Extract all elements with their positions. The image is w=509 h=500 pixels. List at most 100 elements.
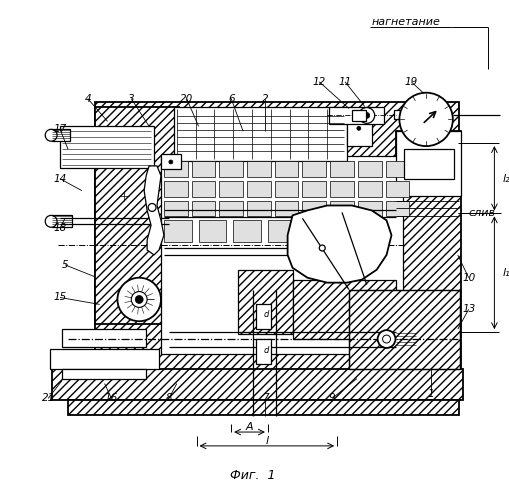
Text: 17: 17	[53, 124, 67, 134]
Text: 6: 6	[228, 94, 234, 104]
Bar	[357, 180, 381, 196]
Text: A: A	[245, 422, 253, 432]
Text: 13: 13	[461, 304, 474, 314]
Bar	[161, 156, 403, 354]
Bar	[163, 220, 191, 242]
Circle shape	[117, 278, 161, 321]
Bar	[95, 106, 179, 324]
Bar	[95, 102, 458, 394]
Text: слив: слив	[468, 208, 495, 218]
Bar	[395, 132, 460, 196]
Circle shape	[319, 245, 325, 251]
Bar	[219, 200, 243, 216]
Circle shape	[377, 330, 394, 348]
Bar	[274, 161, 298, 177]
Polygon shape	[144, 166, 163, 255]
Text: 19: 19	[404, 77, 417, 87]
Text: 9: 9	[328, 394, 335, 404]
Bar	[60, 126, 154, 168]
Text: 12: 12	[312, 77, 325, 87]
Bar	[267, 220, 295, 242]
Bar	[348, 290, 459, 368]
Text: d: d	[263, 346, 268, 356]
Bar	[385, 180, 409, 196]
Text: l: l	[265, 436, 268, 446]
Bar	[395, 132, 460, 384]
Bar	[219, 180, 243, 196]
Bar	[163, 180, 187, 196]
Text: 10: 10	[461, 272, 474, 282]
Text: 11: 11	[337, 77, 351, 87]
Bar	[52, 130, 70, 141]
Text: Фиг.  1: Фиг. 1	[230, 469, 275, 482]
Bar	[191, 161, 215, 177]
Bar	[198, 220, 226, 242]
Bar	[219, 161, 243, 177]
Text: 14: 14	[53, 174, 67, 184]
Bar	[238, 270, 292, 334]
Text: 3: 3	[128, 94, 134, 104]
Bar	[174, 106, 346, 161]
Bar	[52, 216, 72, 227]
Text: 5: 5	[62, 260, 68, 270]
Bar	[329, 161, 353, 177]
Bar	[292, 280, 395, 339]
Circle shape	[148, 204, 156, 212]
Bar	[52, 368, 462, 400]
Bar	[302, 200, 326, 216]
Circle shape	[45, 216, 57, 227]
Bar	[357, 161, 381, 177]
Bar	[191, 200, 215, 216]
Bar	[50, 349, 159, 368]
Bar	[328, 106, 383, 124]
Bar	[302, 220, 329, 242]
Bar	[393, 110, 421, 120]
Circle shape	[131, 292, 147, 308]
Bar	[385, 200, 409, 216]
Bar	[274, 200, 298, 216]
Circle shape	[399, 92, 452, 146]
Bar	[246, 200, 270, 216]
Circle shape	[356, 126, 360, 130]
Text: l₂: l₂	[501, 174, 509, 184]
Text: l₁: l₁	[501, 268, 509, 278]
Text: d: d	[263, 310, 268, 319]
Circle shape	[168, 160, 173, 164]
Bar	[246, 161, 270, 177]
Bar	[329, 200, 353, 216]
Bar	[329, 180, 353, 196]
Bar	[346, 112, 371, 146]
Text: 21: 21	[41, 394, 54, 404]
Bar	[68, 400, 458, 415]
Text: 18: 18	[53, 223, 67, 233]
Bar	[274, 180, 298, 196]
Circle shape	[45, 130, 57, 141]
Bar	[191, 180, 215, 196]
Bar	[385, 161, 409, 177]
Circle shape	[135, 296, 143, 304]
Polygon shape	[287, 206, 391, 282]
Text: 16: 16	[105, 394, 118, 404]
Bar	[256, 339, 270, 364]
Bar	[302, 180, 326, 196]
Bar	[404, 149, 453, 179]
Text: 1: 1	[427, 390, 434, 400]
Circle shape	[363, 112, 369, 118]
Bar	[302, 161, 326, 177]
Bar	[161, 154, 180, 169]
Circle shape	[382, 335, 390, 343]
Bar	[163, 200, 187, 216]
Bar	[62, 329, 146, 347]
Bar	[348, 290, 459, 368]
Bar	[233, 220, 261, 242]
Text: 7: 7	[261, 394, 268, 404]
Bar	[256, 304, 270, 329]
Text: 20: 20	[180, 94, 193, 104]
Text: 4: 4	[84, 94, 91, 104]
Bar	[163, 161, 187, 177]
Bar	[246, 180, 270, 196]
Bar	[357, 200, 381, 216]
Bar	[62, 368, 146, 378]
Circle shape	[358, 108, 374, 124]
Text: 15: 15	[53, 292, 67, 302]
